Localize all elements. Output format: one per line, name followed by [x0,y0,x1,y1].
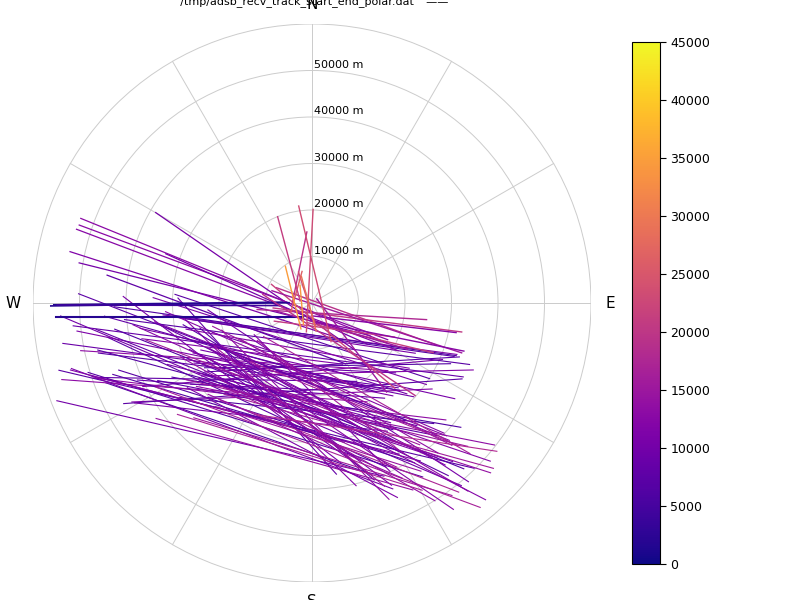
Text: "/tmp/adsb_recv_track_start_end_polar.dat"  ——: "/tmp/adsb_recv_track_start_end_polar.da… [175,0,449,7]
Text: 30000 m: 30000 m [314,152,364,163]
Text: N: N [306,0,318,12]
Text: 50000 m: 50000 m [314,59,364,70]
Text: 20000 m: 20000 m [314,199,364,209]
Text: E: E [606,295,615,311]
Text: 40000 m: 40000 m [314,106,364,116]
Text: 10000 m: 10000 m [314,245,364,256]
Text: S: S [307,594,317,600]
Text: W: W [6,295,21,311]
